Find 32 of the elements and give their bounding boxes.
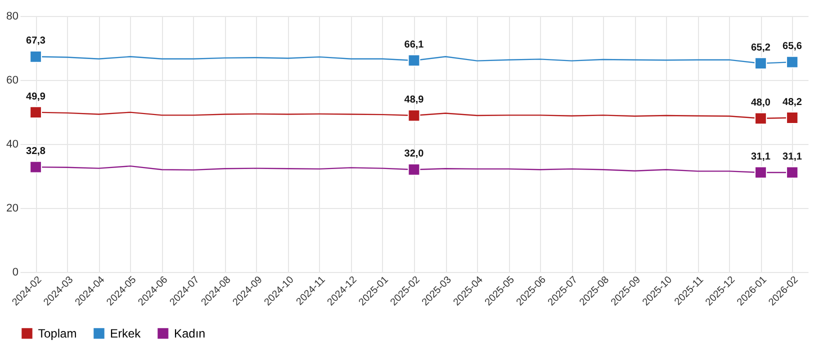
data-label: 48,0 xyxy=(750,97,771,108)
point xyxy=(30,50,42,63)
point xyxy=(408,54,420,67)
data-label: 65,2 xyxy=(750,42,771,54)
data-label: 66,1 xyxy=(404,39,424,50)
legend-label: Kadın xyxy=(174,326,206,340)
point xyxy=(30,160,42,174)
point xyxy=(786,56,798,68)
data-label: 65,6 xyxy=(782,41,802,52)
data-label: 67,3 xyxy=(26,36,46,47)
y-tick-label: 20 xyxy=(6,202,18,214)
y-tick-label: 80 xyxy=(6,10,18,22)
data-label: 32,0 xyxy=(404,148,424,160)
point xyxy=(754,57,767,70)
point xyxy=(786,112,798,124)
data-label: 32,8 xyxy=(26,146,46,158)
y-tick-label: 40 xyxy=(6,138,18,150)
y-tick-label: 0 xyxy=(12,266,18,278)
point xyxy=(408,109,420,122)
point xyxy=(754,112,767,125)
legend-label: Erkek xyxy=(110,326,142,340)
data-label: 31,1 xyxy=(782,151,802,162)
point xyxy=(754,166,767,179)
data-label: 48,9 xyxy=(404,94,424,106)
data-label: 49,9 xyxy=(26,91,46,102)
point xyxy=(786,166,798,179)
point xyxy=(408,163,420,176)
data-label: 31,1 xyxy=(750,151,771,162)
legend-label: Toplam xyxy=(38,326,77,340)
data-label: 48,2 xyxy=(782,96,802,108)
y-tick-label: 60 xyxy=(6,74,18,86)
point xyxy=(30,106,42,119)
